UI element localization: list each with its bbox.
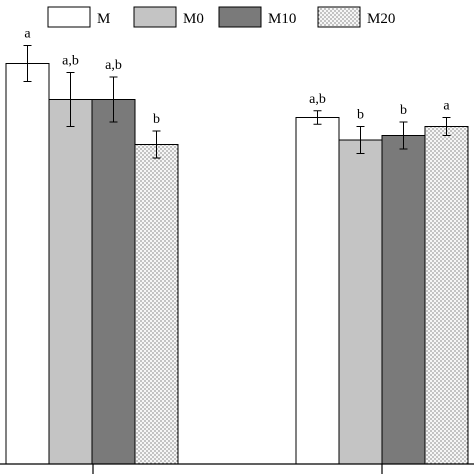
significance-label-m0-group1: a,b [62, 54, 79, 69]
legend-label-m10: M10 [268, 11, 296, 27]
error-bar-m0-group2 [356, 126, 365, 154]
bars-group: a a,b a,b b a,b b b a [5, 27, 469, 465]
legend-swatch-m10 [218, 6, 262, 28]
significance-label-m10-group2: b [400, 103, 407, 118]
bar-m20-group2 [424, 126, 469, 465]
significance-label-m20-group1: b [153, 112, 160, 127]
legend-label-m0: M0 [183, 11, 204, 27]
legend-swatch-m20 [317, 6, 361, 28]
bar-m-group2 [295, 117, 340, 465]
legend-label-m: M [97, 11, 110, 27]
bar-m-group1 [5, 63, 50, 465]
legend: M M0 M10 M20 [47, 6, 395, 28]
error-bar-m20-group1 [152, 130, 161, 159]
bar-m0-group2 [338, 139, 383, 465]
error-bar-m10-group2 [399, 121, 408, 150]
error-bar-m0-group1 [66, 72, 75, 127]
legend-swatch-m [47, 6, 91, 28]
significance-label-m0-group2: b [357, 108, 364, 123]
significance-label-m10-group1: a,b [105, 58, 122, 73]
x-axis [0, 463, 474, 474]
significance-label-m-group1: a [24, 27, 31, 42]
significance-label-m-group2: a,b [309, 92, 326, 107]
legend-label-m20: M20 [367, 11, 395, 27]
bar-m0-group1 [48, 99, 93, 465]
bar-m10-group1 [91, 99, 136, 465]
error-bar-m20-group2 [442, 117, 451, 136]
legend-swatch-m0 [133, 6, 177, 28]
error-bar-m-group2 [313, 110, 322, 125]
error-bar-m-group1 [23, 45, 32, 82]
significance-label-m20-group2: a [443, 99, 450, 114]
bar-m10-group2 [381, 135, 426, 465]
error-bar-m10-group1 [109, 76, 118, 123]
bar-m20-group1 [134, 144, 179, 465]
